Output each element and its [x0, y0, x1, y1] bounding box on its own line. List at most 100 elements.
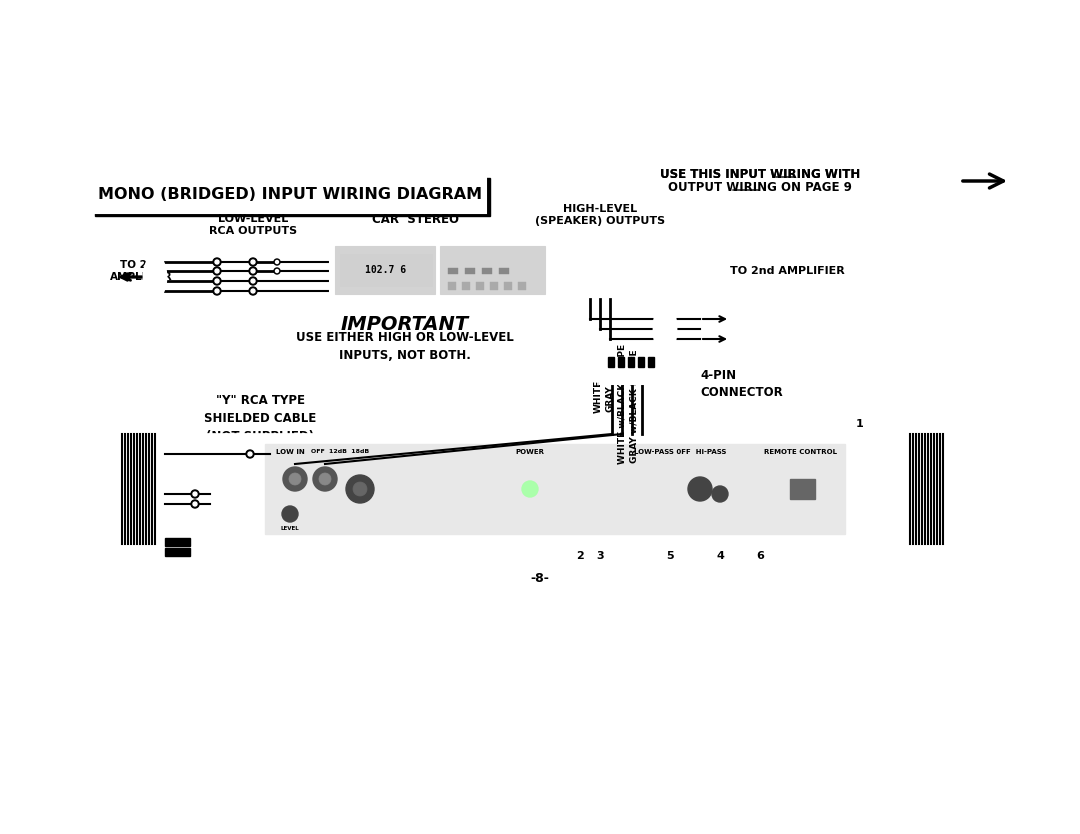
Circle shape: [213, 287, 221, 295]
Text: OFF  12dB  18dB: OFF 12dB 18dB: [311, 449, 369, 454]
Circle shape: [251, 289, 255, 293]
Bar: [340, 254, 432, 286]
Circle shape: [313, 467, 337, 491]
Circle shape: [710, 546, 730, 566]
Circle shape: [275, 269, 279, 273]
Bar: [608, 357, 615, 367]
Circle shape: [213, 267, 221, 275]
Bar: [490, 282, 498, 290]
Circle shape: [193, 502, 197, 506]
Text: +: +: [579, 302, 590, 314]
Bar: [165, 538, 190, 546]
Circle shape: [750, 546, 770, 566]
Circle shape: [319, 473, 330, 485]
Circle shape: [850, 414, 870, 434]
Text: TO 2nd AMPLIFIER: TO 2nd AMPLIFIER: [730, 266, 845, 276]
Bar: [165, 548, 190, 556]
Bar: [476, 282, 484, 290]
Text: WHITE: WHITE: [594, 379, 603, 413]
Circle shape: [251, 279, 255, 283]
Text: 5: 5: [666, 551, 674, 561]
Bar: [504, 282, 512, 290]
Bar: [518, 282, 526, 290]
Text: IMPORTANT: IMPORTANT: [341, 314, 469, 334]
Ellipse shape: [654, 302, 676, 356]
Text: HIGH-LEVEL
(SPEAKER) OUTPUTS: HIGH-LEVEL (SPEAKER) OUTPUTS: [535, 203, 665, 226]
Bar: [618, 357, 624, 367]
Circle shape: [249, 277, 257, 285]
Circle shape: [191, 490, 199, 498]
Bar: [600, 359, 654, 384]
Bar: [265, 444, 845, 534]
Circle shape: [282, 506, 298, 522]
Text: 1: 1: [856, 419, 864, 429]
Text: WHITE w/BLACK STRIPE: WHITE w/BLACK STRIPE: [618, 344, 626, 464]
Bar: [482, 268, 492, 274]
Bar: [627, 357, 634, 367]
Text: 6: 6: [756, 551, 764, 561]
Text: LOW-LEVEL
RCA OUTPUTS: LOW-LEVEL RCA OUTPUTS: [208, 214, 297, 236]
Circle shape: [215, 260, 219, 264]
Text: USE THIS INPUT WIRING WITH: USE THIS INPUT WIRING WITH: [660, 168, 860, 180]
Circle shape: [249, 287, 257, 295]
Circle shape: [570, 546, 590, 566]
Text: USE EITHER HIGH OR LOW-LEVEL
INPUTS, NOT BOTH.: USE EITHER HIGH OR LOW-LEVEL INPUTS, NOT…: [296, 330, 514, 361]
Text: "Y" RCA TYPE
SHIELDED CABLE
(NOT SUPPLIED): "Y" RCA TYPE SHIELDED CABLE (NOT SUPPLIE…: [204, 394, 316, 443]
Text: USE THIS INPUT WIRING WITH: USE THIS INPUT WIRING WITH: [660, 168, 860, 180]
Bar: [185, 304, 625, 384]
Bar: [789, 479, 815, 499]
Circle shape: [346, 475, 374, 503]
Circle shape: [688, 477, 712, 501]
Ellipse shape: [144, 256, 166, 298]
Bar: [465, 268, 475, 274]
Circle shape: [215, 279, 219, 283]
Circle shape: [590, 546, 610, 566]
Circle shape: [522, 481, 538, 497]
Text: GRAY w/BLACK STRIPE: GRAY w/BLACK STRIPE: [630, 349, 638, 463]
Bar: [335, 246, 435, 294]
Bar: [130, 434, 980, 544]
Circle shape: [274, 268, 280, 274]
Bar: [440, 246, 545, 294]
Bar: [638, 357, 644, 367]
Circle shape: [251, 260, 255, 264]
Text: LEVEL: LEVEL: [281, 526, 299, 531]
Text: +: +: [599, 324, 610, 338]
Circle shape: [660, 546, 680, 566]
Circle shape: [251, 269, 255, 273]
Circle shape: [283, 467, 307, 491]
Bar: [95, 178, 490, 216]
Text: REMOTE CONTROL: REMOTE CONTROL: [764, 449, 837, 455]
Circle shape: [246, 450, 254, 458]
Text: 3: 3: [596, 551, 604, 561]
Bar: [648, 357, 654, 367]
Bar: [93, 175, 486, 213]
Text: -8-: -8-: [530, 572, 550, 585]
Circle shape: [249, 267, 257, 275]
Bar: [448, 282, 456, 290]
Circle shape: [215, 289, 219, 293]
Circle shape: [353, 482, 367, 496]
Circle shape: [249, 258, 257, 266]
Text: GRAY: GRAY: [606, 385, 615, 412]
Bar: [499, 268, 509, 274]
Text: CAR  STEREO: CAR STEREO: [372, 213, 459, 226]
Circle shape: [275, 260, 279, 264]
Circle shape: [289, 473, 301, 485]
Text: 102.7 6: 102.7 6: [365, 265, 406, 275]
Circle shape: [248, 452, 252, 456]
Circle shape: [213, 277, 221, 285]
Text: LOW IN: LOW IN: [275, 449, 305, 455]
Text: MONO (BRIDGED) INPUT WIRING DIAGRAM: MONO (BRIDGED) INPUT WIRING DIAGRAM: [98, 187, 482, 202]
Text: 4: 4: [716, 551, 724, 561]
Circle shape: [191, 500, 199, 508]
Bar: [448, 268, 458, 274]
Text: LOW-PASS 0FF  Hi-PASS: LOW-PASS 0FF Hi-PASS: [634, 449, 726, 455]
Text: -: -: [594, 311, 600, 325]
Circle shape: [712, 486, 728, 502]
Circle shape: [213, 258, 221, 266]
Text: POWER: POWER: [515, 449, 544, 455]
Circle shape: [274, 259, 280, 265]
Bar: [330, 239, 550, 299]
Text: OUTPUT WIRING ON PAGE 9: OUTPUT WIRING ON PAGE 9: [669, 180, 852, 193]
